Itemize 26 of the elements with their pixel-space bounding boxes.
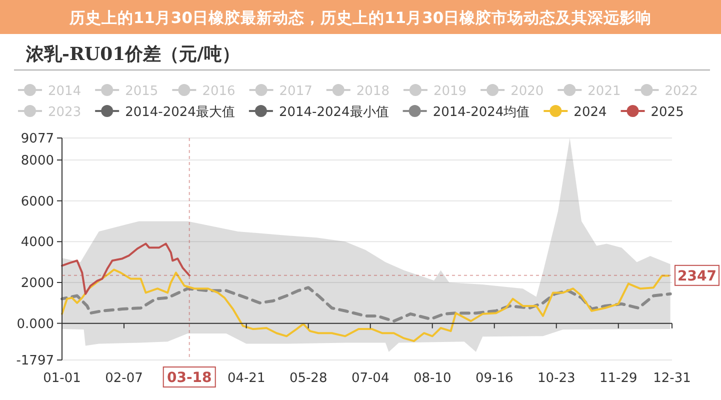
x-tick-label: 10-23 bbox=[537, 371, 576, 386]
y-tick-label: 9077 bbox=[20, 132, 54, 146]
chart-title: 浓乳-RU01价差（元/吨） bbox=[25, 44, 240, 65]
legend-label: 2014-2024均值 bbox=[432, 105, 530, 120]
ref-line-label: 2347 bbox=[678, 268, 716, 284]
legend-label: 2024 bbox=[574, 105, 607, 120]
banner-title: 历史上的11月30日橡胶最新动态，历史上的11月30日橡胶市场动态及其深远影响 bbox=[0, 0, 721, 34]
x-tick-label: 04-21 bbox=[227, 371, 266, 386]
legend-label: 2025 bbox=[650, 105, 684, 120]
y-tick-label: 2000 bbox=[20, 276, 54, 291]
x-tick-label: 12-31 bbox=[653, 371, 691, 386]
x-tick-label: 07-04 bbox=[351, 371, 390, 386]
legend-label: 2014-2024最大值 bbox=[125, 105, 235, 120]
y-tick-label: 6000 bbox=[20, 194, 54, 210]
x-tick-label: 11-29 bbox=[599, 371, 638, 386]
y-tick-label: 4000 bbox=[20, 235, 54, 250]
y-tick-label: 8000 bbox=[20, 153, 54, 168]
x-tick-label: 02-07 bbox=[105, 371, 143, 386]
ref-line-label: 03-18 bbox=[166, 370, 212, 386]
x-tick-label: 05-28 bbox=[289, 371, 328, 386]
legend-label: 2014-2024最小值 bbox=[278, 105, 389, 120]
x-tick-label: 01-01 bbox=[43, 371, 81, 386]
y-tick-label: 0.000 bbox=[16, 316, 54, 332]
x-tick-label: 08-10 bbox=[413, 371, 452, 386]
y-tick-label: -1797 bbox=[16, 354, 54, 368]
x-tick-label: 09-16 bbox=[475, 371, 514, 386]
